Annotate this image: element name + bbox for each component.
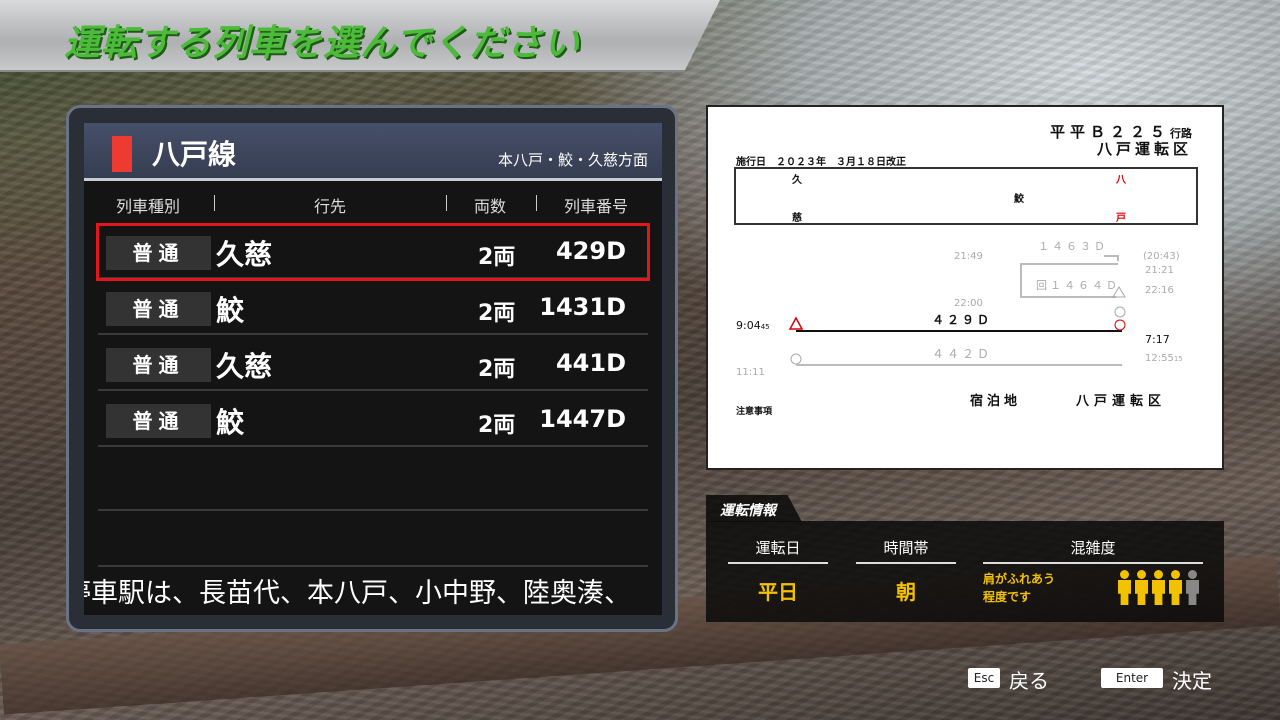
- time-717: 7:17: [1145, 333, 1170, 346]
- col-cars: 両数: [474, 197, 507, 216]
- station-same: 鮫: [1014, 194, 1024, 205]
- train-destination: 鮫: [216, 406, 245, 439]
- crowd-person-icon: [1186, 570, 1199, 605]
- train-row[interactable]: 普通 鮫 2両 1447D: [98, 393, 648, 447]
- train-row[interactable]: 普通 久慈 2両 429D: [96, 223, 650, 281]
- train-destination: 久慈: [216, 238, 273, 271]
- time-value: 朝: [896, 580, 916, 604]
- train-kind: 普通: [106, 236, 211, 270]
- train-kind: 普通: [106, 292, 211, 326]
- page-title: 運転する列車を選んでください: [64, 23, 581, 64]
- lodging-depot: 八戸運転区: [1076, 394, 1167, 409]
- train-row[interactable]: 普通 久慈 2両 441D: [98, 337, 648, 391]
- train-cars: 2両: [478, 357, 516, 382]
- empty-row: [98, 511, 648, 567]
- stops-ticker: 停車駅は、長苗代、本八戸、小中野、陸奥湊、: [84, 578, 631, 609]
- time-904-sec: 45: [760, 323, 770, 331]
- crowd-label: 混雑度: [983, 537, 1203, 564]
- crowd-text-2: 程度です: [983, 590, 1032, 604]
- day-value: 平日: [758, 580, 798, 604]
- column-headers: 列車種別 行先 両数 列車番号: [84, 185, 662, 221]
- station-hachinohe-1: 八: [1116, 175, 1126, 186]
- line-header: 八戸線 本八戸・鮫・久慈方面: [84, 123, 662, 181]
- station-kuji-2: 慈: [792, 213, 802, 224]
- col-dest: 行先: [314, 197, 347, 216]
- info-tab: 運転情報: [706, 495, 802, 522]
- effective-date: 施行日 ２０２３年 ３月１８日改正: [736, 157, 906, 168]
- line-color-bar: [112, 136, 132, 172]
- train-cars: 2両: [478, 413, 516, 438]
- time-1255: 12:55: [1145, 353, 1174, 364]
- line-name: 八戸線: [152, 138, 237, 171]
- train-number: 441D: [555, 349, 626, 377]
- time-label: 時間帯: [856, 537, 956, 564]
- train-1464d: 回１４６４Ｄ: [1036, 279, 1120, 292]
- train-destination: 久慈: [216, 350, 273, 383]
- col-kind: 列車種別: [116, 197, 181, 216]
- crowd-text-1: 肩がふれあう: [983, 572, 1056, 586]
- train-row[interactable]: 普通 鮫 2両 1431D: [98, 281, 648, 335]
- timetable-card: 平平Ｂ２２５行路 八戸運転区 施行日 ２０２３年 ３月１８日改正 久 慈 鮫 八…: [706, 105, 1224, 470]
- train-kind: 普通: [106, 404, 211, 438]
- col-number: 列車番号: [564, 197, 629, 216]
- station-kuji-1: 久: [792, 175, 802, 186]
- route-id: 平平Ｂ２２５: [1049, 123, 1170, 141]
- time-904: 9:04: [736, 319, 761, 332]
- timetable-lines: [788, 255, 1126, 366]
- train-list-panel: 八戸線 本八戸・鮫・久慈方面 列車種別 行先 両数 列車番号 普通 久慈 2両 …: [66, 105, 678, 632]
- empty-row: [98, 455, 648, 511]
- time-2121: 21:21: [1145, 265, 1174, 276]
- esc-key-icon[interactable]: Esc: [968, 668, 1000, 688]
- notes-label: 注意事項: [736, 407, 773, 417]
- train-cars: 2両: [478, 301, 516, 326]
- day-label: 運転日: [728, 537, 828, 564]
- time-1111: 11:11: [736, 367, 765, 378]
- time-2216: 22:16: [1145, 285, 1174, 296]
- time-2043: (20:43): [1143, 251, 1180, 262]
- lodging-label: 宿泊地: [970, 394, 1022, 409]
- train-number: 1447D: [539, 405, 626, 433]
- back-button[interactable]: 戻る: [1009, 669, 1049, 693]
- crowd-person-icon: [1118, 570, 1131, 605]
- train-cars: 2両: [478, 245, 516, 270]
- operation-info-panel: 運転日 時間帯 混雑度 平日 朝 肩がふれあう 程度です: [706, 521, 1224, 622]
- route-suffix: 行路: [1170, 127, 1192, 140]
- time-2200: 22:00: [954, 298, 983, 309]
- time-1255-sec: 15: [1173, 355, 1183, 363]
- confirm-button[interactable]: 決定: [1172, 669, 1212, 693]
- time-2149: 21:49: [954, 251, 983, 262]
- train-destination: 鮫: [216, 294, 245, 327]
- crowd-person-icon: [1135, 570, 1148, 605]
- line-direction: 本八戸・鮫・久慈方面: [497, 151, 648, 169]
- crowd-person-icon: [1152, 570, 1165, 605]
- depot: 八戸運転区: [1096, 140, 1192, 158]
- crowd-person-icon: [1169, 570, 1182, 605]
- train-number: 429D: [555, 237, 626, 265]
- train-442d: ４４２Ｄ: [932, 347, 993, 361]
- train-1463d: １４６３Ｄ: [1038, 240, 1108, 253]
- station-hachinohe-2: 戸: [1116, 213, 1126, 224]
- train-kind: 普通: [106, 348, 211, 382]
- train-number: 1431D: [539, 293, 626, 321]
- title-banner: [0, 0, 720, 72]
- enter-key-icon[interactable]: Enter: [1101, 668, 1163, 688]
- train-429d: ４２９Ｄ: [932, 313, 993, 327]
